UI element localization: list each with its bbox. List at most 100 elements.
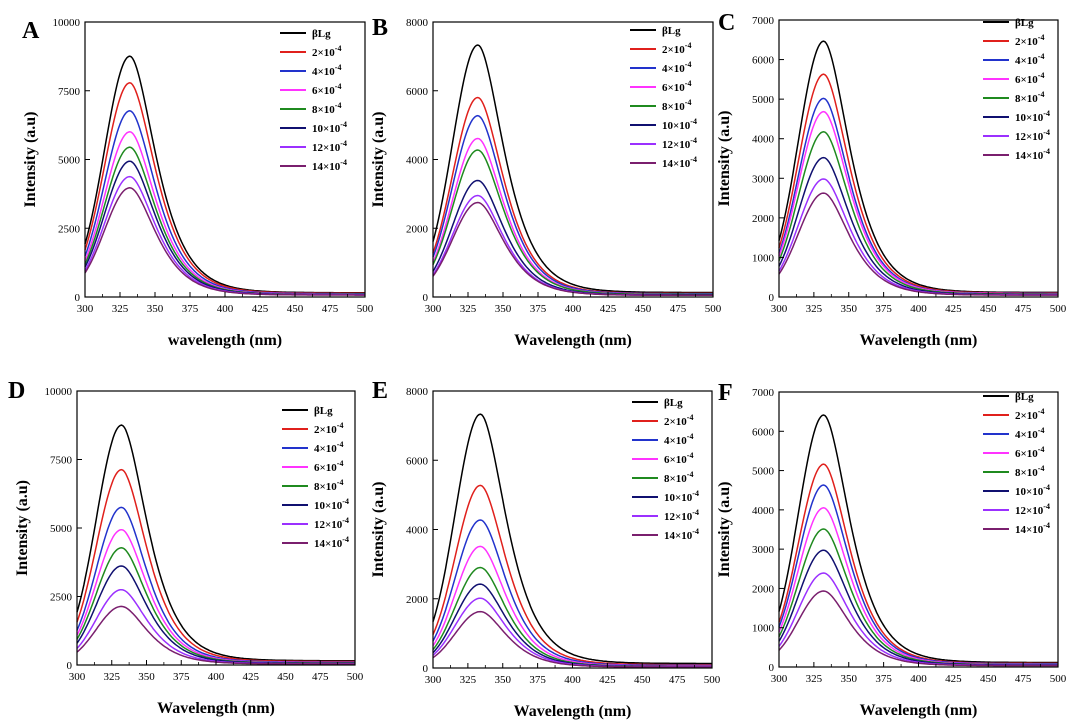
x-tick-label: 300 [771,303,788,315]
series-line-6 [76,565,355,664]
x-tick-label: 475 [669,674,686,686]
x-tick-label: 450 [980,673,997,685]
series-line-2 [76,468,355,663]
legend-label-5: 8×10-4 [662,98,691,113]
y-tick-label: 10000 [53,17,81,29]
legend-label-5: 8×10-4 [664,470,693,485]
series-line-6 [778,156,1058,296]
x-tick-label: 375 [530,303,547,315]
y-tick-label: 0 [769,662,775,674]
x-tick-label: 350 [147,303,164,315]
y-tick-label: 4000 [752,505,775,517]
x-tick-label: 325 [806,303,823,315]
y-axis-label: Intensity (a.u) [22,111,39,207]
x-axis-label: Wavelength (nm) [860,702,978,719]
x-tick-label: 475 [312,671,329,683]
legend-label-5: 8×10-4 [314,478,343,493]
y-tick-label: 2000 [752,583,775,595]
series-line-4 [432,545,712,667]
y-tick-label: 3000 [752,544,775,556]
x-tick-label: 375 [875,673,892,685]
panel-B: B 300 325 350 375 400 425 450 475 500 0 2000 4000 600… [370,15,722,349]
x-tick-label: 375 [182,303,199,315]
x-tick-label: 400 [910,303,927,315]
legend-label-7: 12×10-4 [312,139,347,154]
x-tick-label: 375 [529,674,546,686]
legend-label-2: 2×10-4 [1015,33,1044,48]
x-tick-label: 300 [425,674,442,686]
series-line-8 [778,192,1058,296]
x-tick-label: 425 [252,303,269,315]
y-axis-label: Intensity (a.u) [370,481,387,577]
y-axis-label: Intensity (a.u) [14,480,31,576]
y-tick-label: 0 [423,663,429,675]
x-tick-label: 400 [217,303,234,315]
y-tick-label: 0 [75,292,81,304]
x-tick-label: 375 [173,671,190,683]
legend-label-5: 8×10-4 [1015,464,1044,479]
legend-label-7: 12×10-4 [314,516,349,531]
x-tick-label: 400 [565,303,582,315]
legend-label-1: βLg [314,405,333,417]
legend: βLg 2×10-4 4×10-4 6×10-4 8×10-4 10×10-4 12×10-… [280,28,347,173]
y-tick-label: 7000 [752,15,775,27]
panel-letter: E [372,378,388,404]
y-tick-label: 10000 [45,386,73,398]
x-tick-label: 500 [347,671,364,683]
legend-label-3: 4×10-4 [662,60,691,75]
legend-label-6: 10×10-4 [1015,483,1050,498]
x-axis-label: wavelength (nm) [168,332,282,349]
legend-label-4: 6×10-4 [1015,445,1044,460]
x-tick-label: 350 [138,671,155,683]
y-tick-label: 3000 [752,173,775,185]
x-axis-label: Wavelength (nm) [514,332,632,349]
x-tick-label: 325 [806,673,823,685]
series-line-1 [432,413,712,665]
legend-label-4: 6×10-4 [314,459,343,474]
y-tick-label: 1000 [752,252,775,264]
x-tick-label: 325 [460,674,477,686]
x-tick-label: 400 [564,674,581,686]
x-tick-label: 450 [634,674,651,686]
x-tick-label: 475 [670,303,687,315]
x-tick-label: 500 [357,303,374,315]
y-tick-label: 0 [423,292,429,304]
legend-label-6: 10×10-4 [312,120,347,135]
series-line-8 [432,201,713,297]
x-tick-label: 500 [1050,303,1067,315]
y-axis-label: Intensity (a.u) [716,110,733,206]
legend-label-6: 10×10-4 [662,117,697,132]
y-tick-label: 4000 [406,155,429,167]
series-line-5 [432,149,713,296]
x-tick-label: 450 [277,671,294,683]
x-tick-label: 400 [208,671,225,683]
legend-label-7: 12×10-4 [664,508,699,523]
series-line-5 [778,528,1058,666]
series-line-7 [432,597,712,668]
y-tick-label: 5000 [752,94,775,106]
legend-label-2: 2×10-4 [1015,407,1044,422]
x-tick-label: 500 [704,674,721,686]
legend-label-4: 6×10-4 [1015,71,1044,86]
y-axis-label: Intensity (a.u) [716,481,733,577]
y-tick-label: 8000 [406,17,429,29]
legend-label-8: 14×10-4 [1015,521,1050,536]
x-tick-label: 400 [910,673,927,685]
legend-label-1: βLg [662,25,681,37]
y-tick-label: 7500 [50,455,73,467]
legend-label-3: 4×10-4 [312,63,341,78]
legend-label-3: 4×10-4 [664,432,693,447]
x-tick-label: 325 [104,671,121,683]
legend-label-2: 2×10-4 [662,41,691,56]
x-tick-label: 300 [69,671,86,683]
series-line-3 [84,110,365,295]
legend: βLg 2×10-4 4×10-4 6×10-4 8×10-4 10×10-4 12×10-… [282,405,349,550]
y-tick-label: 6000 [752,426,775,438]
legend-label-7: 12×10-4 [1015,128,1050,143]
legend-label-8: 14×10-4 [662,155,697,170]
x-tick-label: 350 [841,303,858,315]
y-tick-label: 6000 [406,455,429,467]
y-tick-label: 8000 [406,386,429,398]
x-tick-label: 450 [287,303,304,315]
